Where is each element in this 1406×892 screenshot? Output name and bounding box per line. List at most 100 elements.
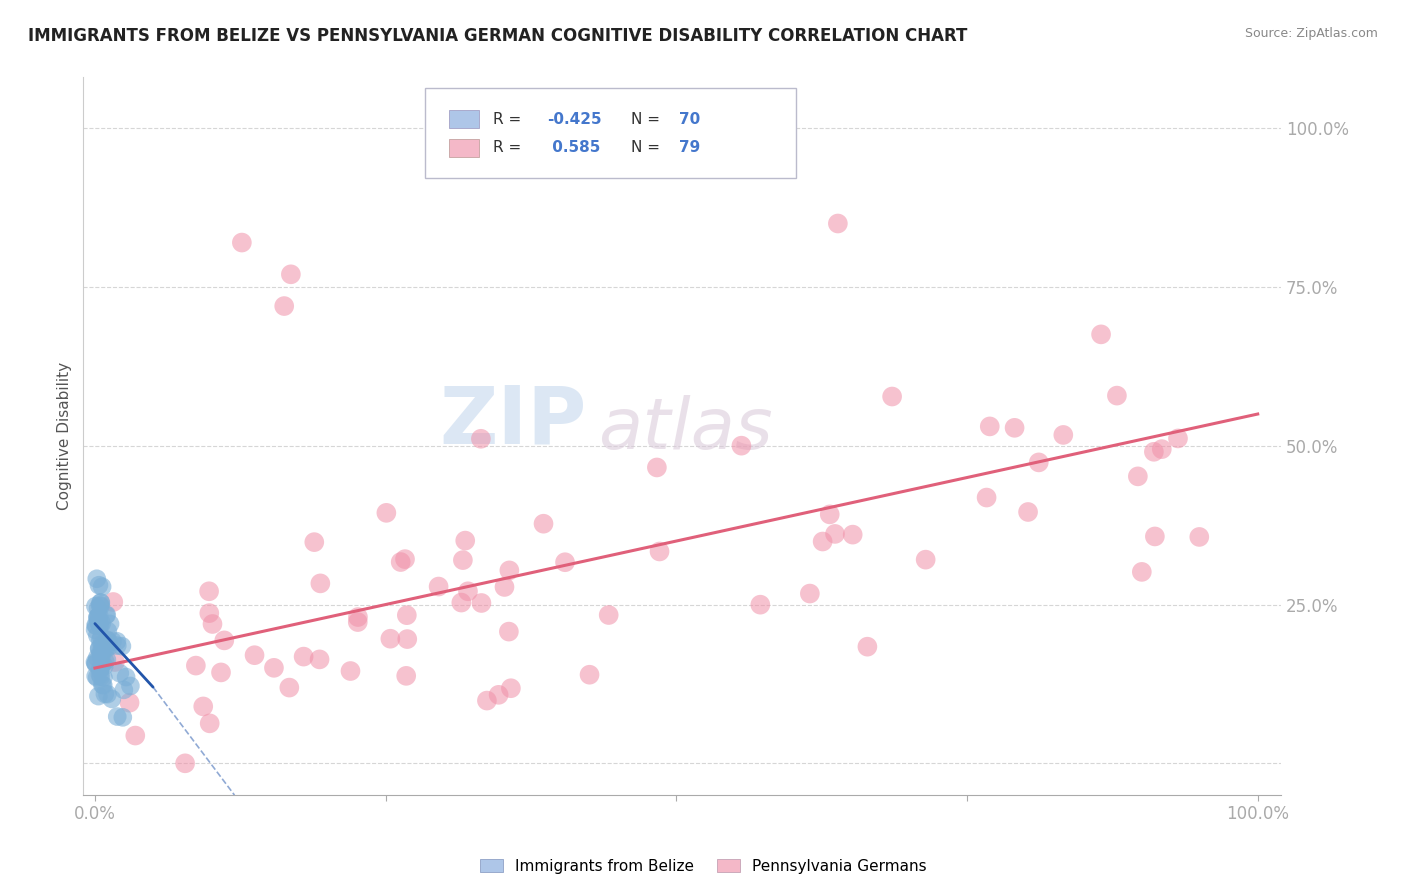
Point: [811, 534, 834, 549]
Point: [380, 632, 402, 646]
Point: [84, 656, 107, 670]
Text: 0.585: 0.585: [547, 140, 600, 155]
Point: [96, 607, 118, 622]
Point: [198, 584, 221, 599]
Point: [86, 610, 108, 624]
Point: [827, 217, 849, 231]
Point: [84, 669, 107, 683]
Point: [89, 617, 111, 632]
Point: [84, 599, 107, 614]
Point: [105, 634, 128, 648]
Point: [231, 235, 253, 250]
Point: [174, 756, 197, 771]
Point: [184, 658, 207, 673]
Point: [1017, 505, 1039, 519]
Point: [856, 640, 879, 654]
Point: [578, 667, 600, 681]
Point: [90, 660, 112, 674]
Point: [87, 601, 110, 615]
Point: [87, 611, 110, 625]
Point: [124, 729, 146, 743]
Point: [598, 607, 620, 622]
Point: [193, 699, 215, 714]
Point: [89, 608, 111, 623]
Point: [96, 687, 118, 701]
Point: [1126, 469, 1149, 483]
Point: [499, 681, 522, 696]
Point: [243, 648, 266, 663]
Point: [841, 527, 863, 541]
Point: [799, 586, 821, 600]
Point: [645, 460, 668, 475]
Point: [394, 552, 416, 566]
Text: R =: R =: [494, 112, 526, 127]
Point: [554, 555, 576, 569]
Point: [111, 710, 134, 724]
Point: [292, 649, 315, 664]
Point: [730, 439, 752, 453]
Point: [470, 432, 492, 446]
Y-axis label: Cognitive Disability: Cognitive Disability: [58, 362, 72, 510]
Point: [346, 615, 368, 629]
Point: [198, 716, 221, 731]
Point: [1167, 432, 1189, 446]
Point: [470, 596, 492, 610]
Text: R =: R =: [494, 140, 531, 155]
Point: [86, 671, 108, 685]
Point: [101, 634, 124, 648]
Point: [96, 632, 118, 647]
Point: [89, 663, 111, 677]
Point: [89, 598, 111, 612]
Point: [278, 681, 301, 695]
Point: [89, 645, 111, 659]
Point: [115, 670, 138, 684]
Point: [87, 578, 110, 592]
Point: [1143, 529, 1166, 543]
Point: [488, 688, 510, 702]
Point: [90, 631, 112, 645]
Point: [101, 692, 124, 706]
Point: [90, 670, 112, 684]
Text: ZIP: ZIP: [439, 383, 586, 461]
Point: [1090, 327, 1112, 342]
Point: [89, 632, 111, 647]
Point: [96, 633, 118, 648]
Point: [87, 609, 110, 624]
Point: [90, 647, 112, 661]
Point: [91, 580, 114, 594]
Point: [86, 572, 108, 586]
Text: IMMIGRANTS FROM BELIZE VS PENNSYLVANIA GERMAN COGNITIVE DISABILITY CORRELATION C: IMMIGRANTS FROM BELIZE VS PENNSYLVANIA G…: [28, 27, 967, 45]
Point: [450, 596, 472, 610]
Point: [1028, 455, 1050, 469]
Point: [389, 555, 412, 569]
Point: [749, 598, 772, 612]
Point: [214, 633, 236, 648]
Point: [98, 616, 121, 631]
Point: [105, 709, 128, 723]
Point: [94, 655, 117, 669]
Point: [89, 667, 111, 681]
Point: [90, 657, 112, 672]
Point: [90, 595, 112, 609]
Point: [94, 687, 117, 701]
Point: [86, 628, 108, 642]
Point: [89, 641, 111, 656]
Point: [103, 595, 125, 609]
Point: [209, 665, 232, 680]
Point: [118, 696, 141, 710]
Point: [94, 608, 117, 623]
Point: [96, 653, 118, 667]
Point: [89, 618, 111, 632]
Point: [273, 299, 295, 313]
Point: [84, 618, 107, 632]
Point: [395, 669, 418, 683]
Point: [84, 657, 107, 671]
Point: [89, 641, 111, 656]
Point: [1004, 421, 1026, 435]
Point: [280, 268, 302, 282]
Point: [98, 635, 121, 649]
Point: [533, 516, 555, 531]
Point: [454, 533, 477, 548]
Point: [87, 615, 110, 629]
FancyBboxPatch shape: [425, 88, 796, 178]
